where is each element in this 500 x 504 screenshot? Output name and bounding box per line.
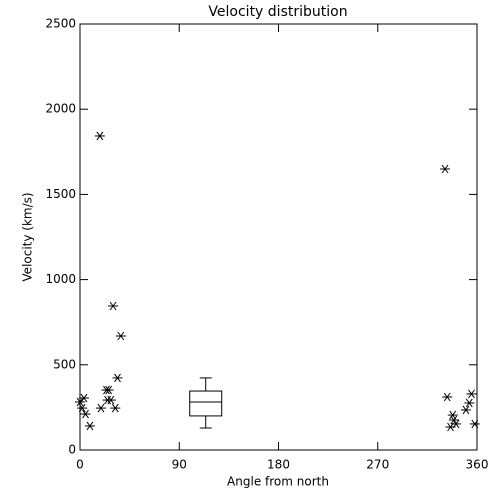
point [110, 403, 121, 413]
point-stroke [462, 405, 470, 415]
point [466, 389, 477, 399]
point [103, 385, 114, 395]
y-tick-label: 0 [68, 443, 76, 457]
point-stroke [450, 415, 458, 425]
point [440, 164, 451, 174]
point-stroke [465, 398, 473, 408]
point-stroke [80, 393, 88, 403]
point [108, 301, 119, 311]
point [80, 409, 91, 419]
point [442, 392, 453, 402]
point [115, 331, 126, 341]
point [105, 395, 116, 405]
point-stroke [471, 419, 479, 429]
x-tick-label: 0 [76, 458, 84, 472]
y-tick-label: 500 [53, 357, 76, 371]
point-stroke [107, 395, 115, 405]
x-tick-label: 270 [366, 458, 389, 472]
point-stroke [82, 409, 89, 419]
y-tick-label: 1500 [45, 187, 76, 201]
x-axis-label: Angle from north [227, 475, 329, 489]
point [84, 421, 95, 431]
point-stroke [111, 403, 119, 413]
y-axis-label: Velocity (km/s) [21, 192, 35, 281]
point-stroke [443, 392, 451, 402]
point [464, 398, 475, 408]
point-stroke [97, 403, 105, 413]
y-tick-label: 1000 [45, 272, 76, 286]
x-tick-label: 180 [267, 458, 290, 472]
point [94, 131, 105, 141]
point [451, 419, 462, 429]
point [77, 403, 88, 413]
point-stroke [105, 385, 113, 395]
point-stroke [96, 131, 104, 141]
point-stroke [109, 301, 117, 311]
point-stroke [114, 373, 121, 383]
point-stroke [441, 164, 449, 174]
point [469, 419, 480, 429]
point-stroke [468, 389, 475, 399]
point [447, 410, 458, 420]
point [78, 393, 89, 403]
point-stroke [449, 410, 457, 420]
box [189, 390, 223, 417]
point-stroke [78, 403, 86, 413]
x-tick-label: 90 [172, 458, 187, 472]
point [112, 373, 123, 383]
x-tick-label: 360 [466, 458, 489, 472]
plot-frame [79, 23, 478, 451]
y-tick-label: 2000 [45, 102, 76, 116]
point-stroke [452, 419, 460, 429]
y-tick-label: 2500 [45, 17, 76, 31]
point [95, 403, 106, 413]
point [448, 415, 459, 425]
point-stroke [76, 397, 84, 407]
point-stroke [117, 331, 125, 341]
point [75, 397, 85, 407]
point-stroke [86, 421, 94, 431]
point [460, 405, 471, 415]
chart-title: Velocity distribution [208, 4, 347, 20]
